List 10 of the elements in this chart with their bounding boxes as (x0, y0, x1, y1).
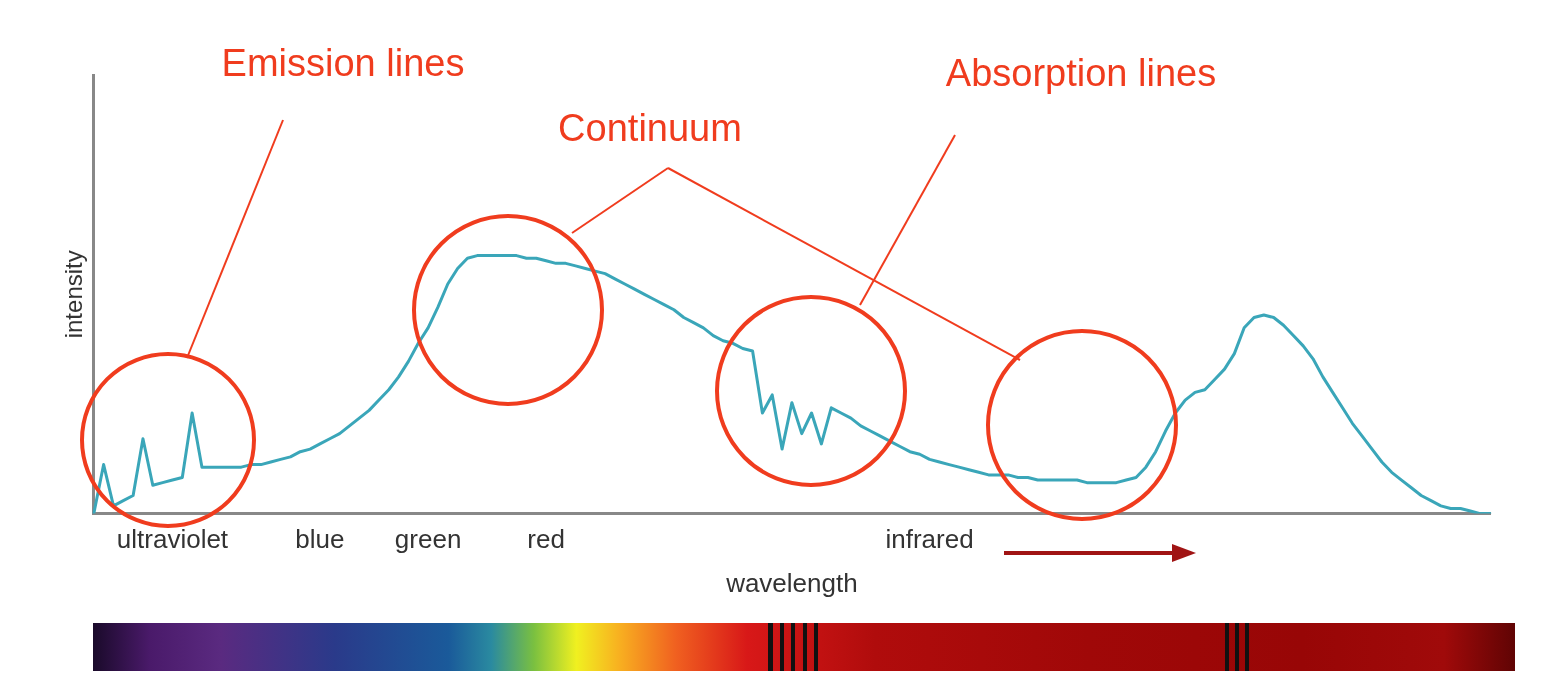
text: Continuum (558, 107, 742, 149)
x-tick-label: ultraviolet (116, 524, 229, 555)
text: Emission lines (221, 42, 465, 84)
x-tick-label: red (527, 524, 565, 555)
x-tick-label: infrared (885, 524, 974, 555)
x-tick-label: blue (295, 524, 345, 555)
y-axis-title: intensity (60, 250, 88, 339)
text: Absorption lines (945, 52, 1217, 94)
x-tick-label: green (394, 524, 462, 555)
x-axis-title: wavelength (725, 567, 858, 598)
